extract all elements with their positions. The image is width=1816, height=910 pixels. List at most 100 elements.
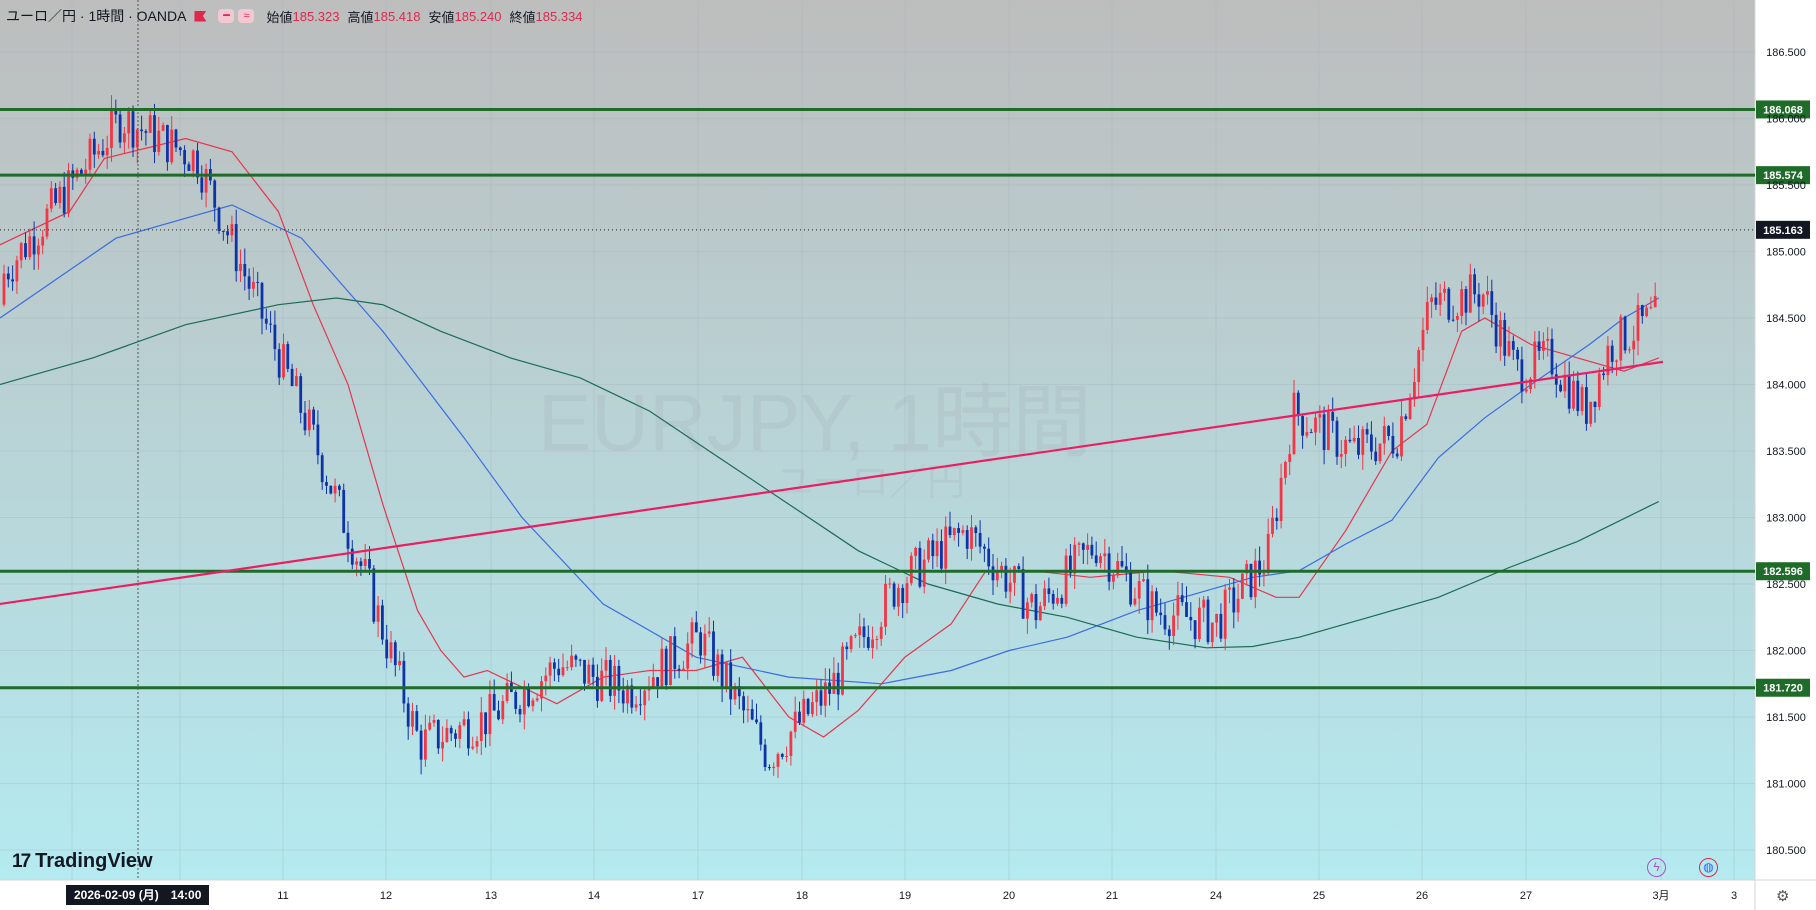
time-axis[interactable]: 11 12 13 14 17 18 19 20 21 24 25 26 27 3月 3: [277, 890, 1737, 902]
candle-body: [243, 263, 247, 277]
price-axis[interactable]: 186.500 186.000 185.500 185.000 184.500 184.0…: [1766, 47, 1806, 857]
candle-body: [793, 711, 797, 732]
candle-body: [484, 712, 487, 735]
symbol-title[interactable]: ユーロ／円 · 1時間 · OANDA: [6, 8, 187, 24]
candle-body: [449, 727, 453, 734]
candle-body: [1370, 434, 1373, 452]
candle-body: [97, 150, 100, 155]
candle-body: [1653, 296, 1657, 308]
candle-body: [1056, 597, 1059, 604]
tradingview-mark-icon: 17: [12, 850, 31, 872]
candle-body: [1043, 588, 1046, 607]
candle-body: [716, 654, 720, 676]
candle-body: [832, 672, 836, 694]
globe-icon[interactable]: ◍: [1699, 858, 1718, 877]
candle-body: [991, 566, 995, 581]
candle-body: [1172, 615, 1175, 636]
candle-body: [127, 111, 131, 134]
candle-body: [819, 690, 823, 706]
candle-body: [1159, 612, 1163, 616]
candle-body: [759, 722, 763, 745]
time-tick-label: 17: [692, 890, 704, 902]
candle-body: [634, 704, 638, 708]
candle-body: [1133, 598, 1137, 605]
candle-body: [1180, 595, 1184, 603]
trendline-layer[interactable]: [0, 360, 1664, 606]
candle-body: [372, 568, 376, 622]
low-label: 安値: [428, 9, 455, 25]
candle-body: [1219, 613, 1223, 639]
candle-body: [1146, 579, 1150, 621]
candle-body: [1232, 587, 1236, 613]
time-tick-label: 18: [796, 890, 808, 902]
hide-indicator-icon[interactable]: ━: [218, 9, 235, 23]
lightning-icon[interactable]: ϟ: [1647, 858, 1666, 877]
candle-body: [1348, 439, 1352, 442]
candle-body: [479, 712, 483, 742]
candle-body: [1395, 453, 1399, 457]
candle-body: [733, 686, 737, 700]
candle-body: [92, 138, 96, 155]
candle-body: [1559, 384, 1562, 392]
gear-icon[interactable]: ⚙: [1776, 888, 1790, 905]
candle-body: [1258, 560, 1261, 575]
candle-body: [1309, 432, 1313, 434]
candle-body: [699, 632, 702, 656]
candle-body: [1572, 380, 1575, 409]
horizontal-levels[interactable]: 186.068 185.574 182.596 181.720: [0, 100, 1810, 697]
candle-body: [1585, 387, 1588, 424]
candle-body: [604, 659, 608, 671]
candle-body: [626, 685, 629, 704]
candle-body: [406, 703, 410, 727]
candle-body: [1486, 291, 1489, 295]
candle-body: [1120, 561, 1124, 567]
candle-body: [1314, 417, 1317, 433]
candle-body: [841, 646, 844, 695]
candle-body: [402, 660, 406, 704]
time-tick-label: 27: [1520, 890, 1532, 902]
candle-body: [32, 236, 36, 255]
candle-body: [750, 709, 754, 720]
candle-body: [1417, 350, 1421, 382]
candle-body: [1580, 387, 1584, 412]
candle-body: [1593, 401, 1597, 408]
level-price-label: 182.596: [1763, 566, 1803, 578]
candle-body: [1112, 575, 1115, 582]
open-value: 185.323: [292, 8, 340, 24]
candle-body: [475, 741, 479, 747]
candle-body: [1150, 591, 1154, 621]
candle-body: [505, 682, 509, 702]
candle-body: [88, 138, 92, 170]
level-price-badge: [1756, 562, 1810, 581]
candle-body: [1073, 544, 1077, 574]
candle-body: [428, 722, 432, 730]
candle-body: [970, 527, 973, 549]
price-tick-label: 185.000: [1766, 247, 1806, 259]
candle-body: [565, 667, 569, 669]
candle-body: [1597, 373, 1601, 408]
candle-body: [669, 636, 672, 686]
candle-body: [518, 708, 522, 715]
tradingview-logo[interactable]: 17 TradingView: [12, 850, 153, 873]
candle-body: [338, 485, 341, 490]
candle-body: [1064, 555, 1068, 604]
candle-body: [1408, 398, 1412, 419]
tradingview-wordmark: TradingView: [35, 850, 153, 872]
wave-indicator-icon[interactable]: ≈: [238, 9, 255, 23]
candle-body: [1236, 598, 1240, 613]
candle-body: [535, 698, 539, 701]
candle-body: [553, 662, 556, 669]
candle-body: [995, 571, 999, 581]
candle-body: [1185, 602, 1188, 617]
trendline[interactable]: [0, 360, 1664, 606]
candle-body: [888, 583, 892, 585]
candle-body: [1619, 316, 1623, 361]
candle-body: [522, 688, 526, 715]
candle-body: [1507, 341, 1511, 356]
flag-icon[interactable]: [194, 10, 207, 22]
candle-body: [350, 548, 354, 565]
candle-body: [62, 186, 66, 214]
candle-body: [1253, 560, 1257, 598]
candle-body: [153, 115, 156, 152]
